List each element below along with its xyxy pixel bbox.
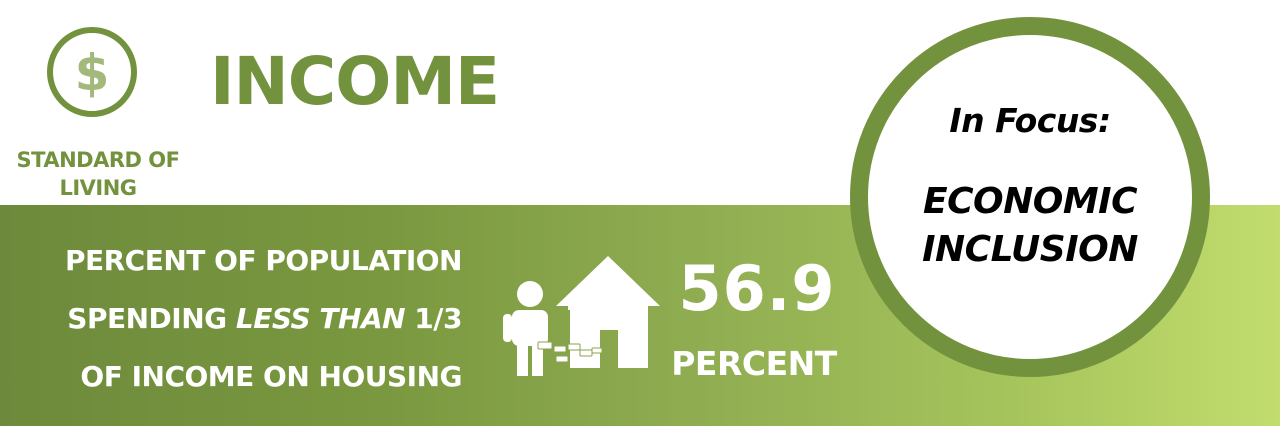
page-title: INCOME — [210, 43, 500, 120]
category-label-line: STANDARD OF — [16, 148, 180, 172]
indicator-label-emphasis: LESS THAN — [235, 302, 406, 335]
house-door-top — [600, 310, 618, 330]
focus-heading: In Focus: — [949, 101, 1111, 140]
person-body — [512, 310, 548, 346]
person-house-money-icon — [503, 256, 660, 376]
svg-text:$: $ — [75, 44, 110, 102]
category-label: STANDARD OF LIVING — [0, 146, 196, 202]
dollar-circle-icon: $ — [47, 27, 137, 117]
indicator-unit: PERCENT — [671, 344, 837, 383]
person-right-leg — [532, 344, 543, 376]
indicator-label-line: PERCENT OF POPULATION — [64, 244, 463, 277]
house-wall-left — [570, 310, 600, 368]
person-left-leg — [517, 344, 528, 376]
focus-topic-line: ECONOMIC — [923, 181, 1138, 222]
focus-topic-line: INCLUSION — [922, 229, 1138, 270]
indicator-value: 56.9 — [678, 252, 836, 325]
house-roof — [556, 256, 660, 310]
focus-topic: ECONOMIC INCLUSION — [886, 178, 1174, 274]
category-label-line: LIVING — [59, 176, 137, 200]
indicator-label-line: OF INCOME ON HOUSING — [80, 360, 462, 393]
focus-circle — [850, 17, 1210, 377]
money-bills — [537, 341, 603, 363]
house-wall-right — [618, 310, 648, 368]
person-head — [517, 281, 543, 307]
indicator-label: PERCENT OF POPULATION SPENDING LESS THAN… — [0, 232, 463, 406]
person-arm — [503, 314, 512, 342]
indicator-label-line: SPENDING LESS THAN 1/3 — [67, 302, 462, 335]
